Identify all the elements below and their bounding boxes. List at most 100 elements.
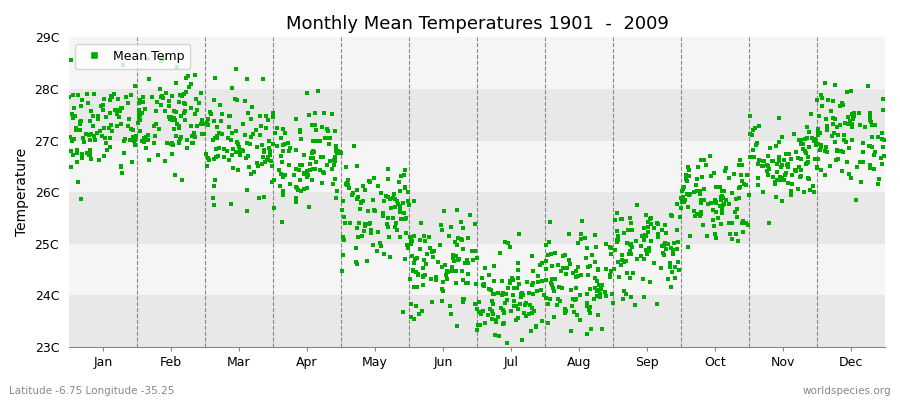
Point [362, 178, 376, 184]
Point [256, 149, 271, 156]
Point [231, 141, 246, 148]
Point [302, 112, 317, 118]
Point [569, 268, 583, 274]
Point [446, 252, 460, 259]
Point [439, 272, 454, 278]
Point [610, 228, 625, 234]
Point [455, 299, 470, 305]
Point [82, 151, 96, 158]
Point [240, 208, 255, 214]
Point [392, 179, 406, 185]
Point [69, 125, 84, 131]
Point [222, 113, 237, 120]
Point [674, 205, 688, 212]
Point [867, 166, 881, 172]
Point [228, 96, 242, 102]
Bar [69, 140, 885, 192]
Point [416, 274, 430, 280]
Point [681, 164, 696, 170]
Point [170, 120, 184, 127]
Point [229, 66, 243, 72]
Point [724, 190, 739, 196]
Point [796, 141, 810, 148]
Point [207, 156, 221, 162]
Point [349, 186, 364, 193]
Point [713, 184, 727, 190]
Point [381, 166, 395, 172]
Point [655, 243, 670, 249]
Point [625, 244, 639, 250]
Point [144, 94, 158, 101]
Point [180, 136, 194, 143]
Point [114, 104, 129, 111]
Point [121, 122, 135, 129]
Point [382, 234, 396, 240]
Point [134, 138, 148, 145]
Point [604, 251, 618, 258]
Point [326, 181, 340, 187]
Point [688, 182, 703, 188]
Point [655, 242, 670, 249]
Point [871, 181, 886, 187]
Point [681, 192, 696, 198]
Point [489, 319, 503, 325]
Point [598, 293, 613, 299]
Point [75, 151, 89, 157]
Point [358, 223, 373, 230]
Point [340, 180, 355, 186]
Point [425, 249, 439, 255]
Point [410, 284, 424, 290]
Point [798, 136, 813, 142]
Point [735, 218, 750, 224]
Point [615, 216, 629, 223]
Point [156, 93, 170, 100]
Point [113, 108, 128, 114]
Point [533, 262, 547, 268]
Point [418, 238, 433, 244]
Point [681, 204, 696, 211]
Point [374, 243, 388, 249]
Point [266, 110, 280, 116]
Point [257, 159, 272, 165]
Point [358, 187, 373, 194]
Point [328, 144, 343, 151]
Point [177, 91, 192, 98]
Point [751, 140, 765, 146]
Point [356, 233, 370, 240]
Point [200, 120, 214, 126]
Point [628, 302, 643, 308]
Point [748, 124, 762, 131]
Point [485, 298, 500, 304]
Point [775, 161, 789, 168]
Point [302, 204, 317, 210]
Point [63, 56, 77, 63]
Point [97, 96, 112, 102]
Point [195, 131, 210, 138]
Point [398, 167, 412, 174]
Point [366, 175, 381, 182]
Point [845, 121, 859, 127]
Point [675, 199, 689, 206]
Y-axis label: Temperature: Temperature [15, 148, 29, 236]
Point [571, 240, 585, 246]
Point [292, 128, 307, 135]
Point [551, 296, 565, 302]
Point [306, 155, 320, 162]
Point [147, 140, 161, 146]
Point [511, 267, 526, 273]
Point [209, 153, 223, 160]
Text: Latitude -6.75 Longitude -35.25: Latitude -6.75 Longitude -35.25 [9, 386, 175, 396]
Point [70, 147, 85, 154]
Point [253, 112, 267, 119]
Point [732, 195, 746, 201]
Point [374, 189, 389, 196]
Text: worldspecies.org: worldspecies.org [803, 386, 891, 396]
Point [819, 115, 833, 122]
Point [71, 179, 86, 186]
Point [566, 270, 580, 276]
Point [390, 227, 404, 234]
Point [580, 300, 595, 306]
Point [785, 181, 799, 187]
Point [185, 140, 200, 146]
Point [716, 202, 730, 208]
